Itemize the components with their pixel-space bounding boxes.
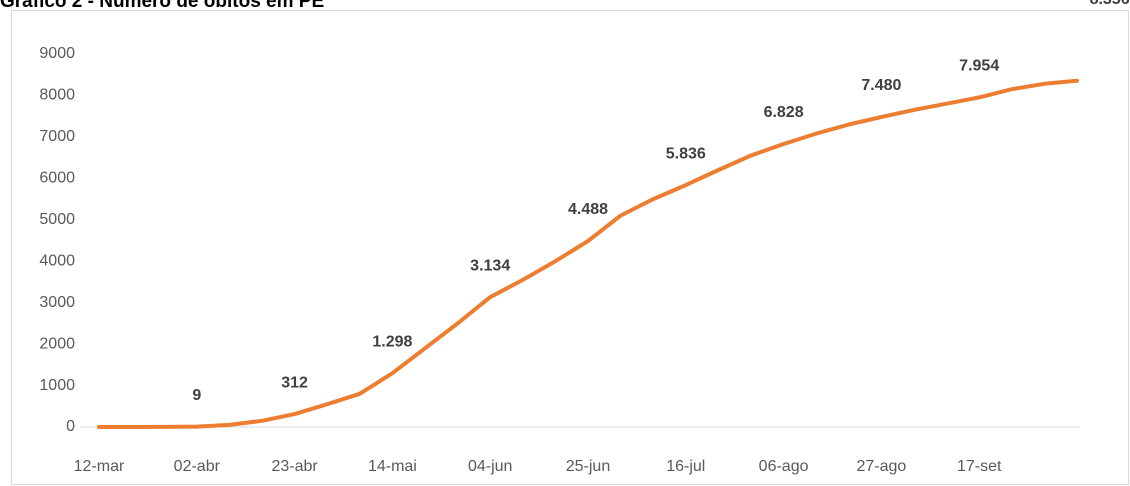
data-label: 7.480 — [861, 77, 901, 94]
x-tick-label: 27-ago — [856, 458, 906, 475]
x-tick-label: 12-mar — [74, 458, 125, 475]
data-label: 8.356 — [1090, 0, 1130, 8]
y-tick-label: 7000 — [39, 128, 75, 145]
y-tick-label: 6000 — [39, 170, 75, 187]
x-tick-label: 02-abr — [174, 458, 221, 475]
y-tick-label: 9000 — [39, 45, 75, 62]
line — [97, 78, 1079, 429]
y-tick-label: 4000 — [39, 252, 75, 269]
data-label: 4.488 — [568, 201, 608, 218]
x-tick-label: 17-set — [957, 458, 1002, 475]
data-label: 5.836 — [666, 145, 706, 162]
y-tick-label: 2000 — [39, 335, 75, 352]
data-label: 7.954 — [959, 58, 999, 75]
chart-title: Gráfico 2 - Número de óbitos em PE — [0, 0, 324, 12]
y-tick-label: 0 — [66, 418, 75, 435]
data-label: 3.134 — [470, 257, 510, 274]
x-tick-label: 25-jun — [566, 458, 610, 475]
y-tick-label: 5000 — [39, 211, 75, 228]
data-label: 9 — [192, 387, 201, 404]
x-tick-label: 04-jun — [468, 458, 512, 475]
data-label: 6.828 — [764, 104, 804, 121]
chart-frame — [11, 10, 1129, 485]
y-tick-label: 1000 — [39, 377, 75, 394]
x-tick-label: 06-ago — [759, 458, 809, 475]
data-label: 1.298 — [372, 333, 412, 350]
data-label: 312 — [281, 374, 308, 391]
x-tick-label: 16-jul — [666, 458, 705, 475]
y-tick-label: 8000 — [39, 87, 75, 104]
x-tick-label: 14-mai — [368, 458, 417, 475]
y-tick-label: 3000 — [39, 294, 75, 311]
x-tick-label: 23-abr — [271, 458, 318, 475]
